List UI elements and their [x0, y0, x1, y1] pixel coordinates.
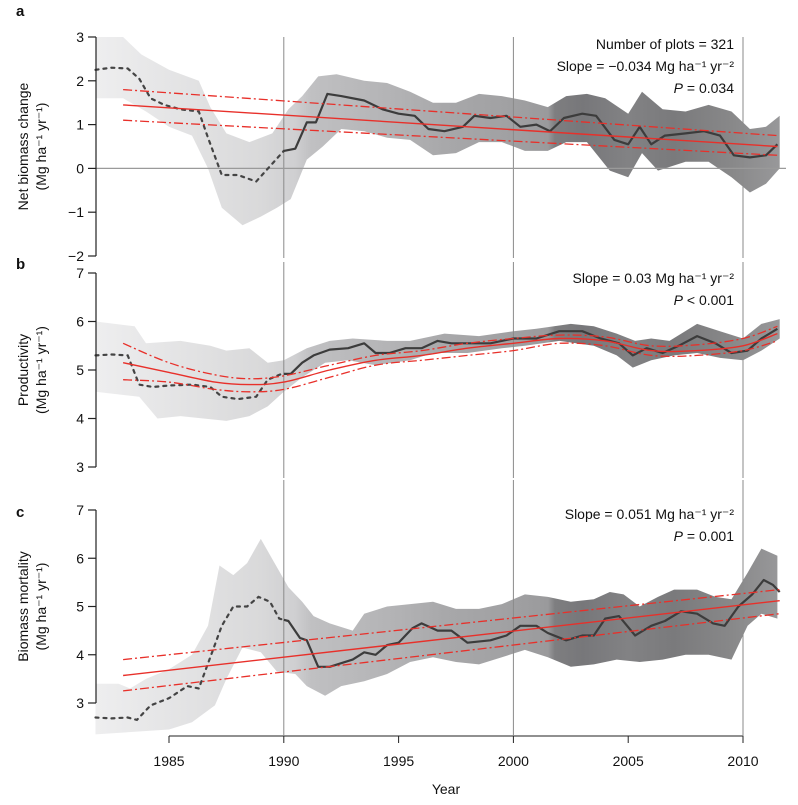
y-tick-label: 6: [76, 314, 84, 330]
y-axis-units: (Mg ha⁻¹ yr⁻¹): [33, 563, 49, 651]
panel-a: 3 2 1 0 −1 −2 a Net biomass change (Mg ha⁻¹ yr⁻¹…: [15, 3, 786, 264]
y-tick-label: 6: [76, 550, 84, 566]
y-tick-label: 4: [76, 411, 84, 427]
trend-ci-upper: [123, 88, 778, 137]
p-value: < 0.001: [683, 292, 734, 308]
x-tick-label: 2010: [727, 753, 758, 769]
y-tick-label: 0: [76, 160, 84, 176]
y-tick-label: 1: [76, 117, 84, 133]
mean-line-early-dashed: [94, 353, 285, 401]
x-tick-label: 1990: [268, 753, 299, 769]
p-symbol: P: [674, 528, 684, 544]
y-tick-label: 2: [76, 73, 84, 89]
x-axis-title: Year: [432, 781, 461, 797]
y-axis-title: Biomass mortality: [15, 551, 31, 661]
p-symbol: P: [674, 80, 684, 96]
mean-line: [283, 92, 779, 159]
x-tick-label: 1995: [383, 753, 414, 769]
y-tick-label: 4: [76, 647, 84, 663]
trend-ci-lower: [123, 340, 778, 393]
y-tick-label: 3: [76, 29, 84, 45]
stats-annotation: Slope = 0.051 Mg ha⁻¹ yr⁻²: [565, 506, 735, 522]
panel-c: 7 6 5 4 3 c Biomass mortality (Mg ha⁻¹ yr⁻¹) Slo…: [15, 480, 781, 736]
confidence-band: [95, 538, 778, 735]
stats-annotation: P = 0.001: [674, 528, 735, 544]
p-value: = 0.001: [683, 528, 734, 544]
trend-fit-line: [122, 332, 778, 386]
y-axis-units: (Mg ha⁻¹ yr⁻¹): [33, 326, 49, 414]
x-tick-label: 2000: [498, 753, 529, 769]
panel-letter: a: [16, 3, 25, 20]
trend-fit-line: [123, 104, 778, 148]
y-tick-label: 5: [76, 362, 84, 378]
y-tick-label: −2: [68, 248, 84, 264]
trend-ci-upper: [123, 588, 780, 661]
y-tick-label: 5: [76, 599, 84, 615]
stats-annotation: Slope = 0.03 Mg ha⁻¹ yr⁻²: [573, 270, 735, 286]
x-tick-label: 1985: [153, 753, 184, 769]
trend-ci-lower: [123, 613, 780, 692]
y-tick-label: 7: [76, 502, 84, 518]
panel-b: 7 6 5 4 3 b Productivity (Mg ha⁻¹ yr⁻¹) Slope = …: [15, 256, 780, 478]
y-tick-label: −1: [68, 204, 84, 220]
y-axis-units: (Mg ha⁻¹ yr⁻¹): [33, 103, 49, 191]
p-symbol: P: [674, 292, 684, 308]
mean-line-early-dashed: [94, 595, 285, 722]
y-tick-label: 3: [76, 459, 84, 475]
panel-letter: c: [16, 504, 24, 521]
y-tick-label: 7: [76, 265, 84, 281]
trend-ci-upper: [122, 325, 778, 380]
trend-ci-lower: [123, 119, 778, 156]
p-value: = 0.034: [683, 80, 734, 96]
confidence-band: [95, 319, 780, 421]
y-tick-label: 3: [76, 695, 84, 711]
x-tick-label: 2005: [613, 753, 644, 769]
stats-annotation: Slope = −0.034 Mg ha⁻¹ yr⁻²: [557, 58, 735, 74]
y-axis-title: Productivity: [15, 334, 31, 406]
stats-annotation: P = 0.034: [674, 80, 735, 96]
y-axis-title: Net biomass change: [15, 82, 31, 210]
stats-annotation: Number of plots = 321: [596, 36, 734, 52]
mean-line-early-dashed: [94, 66, 285, 183]
trend-fit-line: [123, 600, 780, 677]
stats-annotation: P < 0.001: [674, 292, 735, 308]
panel-letter: b: [16, 256, 25, 273]
